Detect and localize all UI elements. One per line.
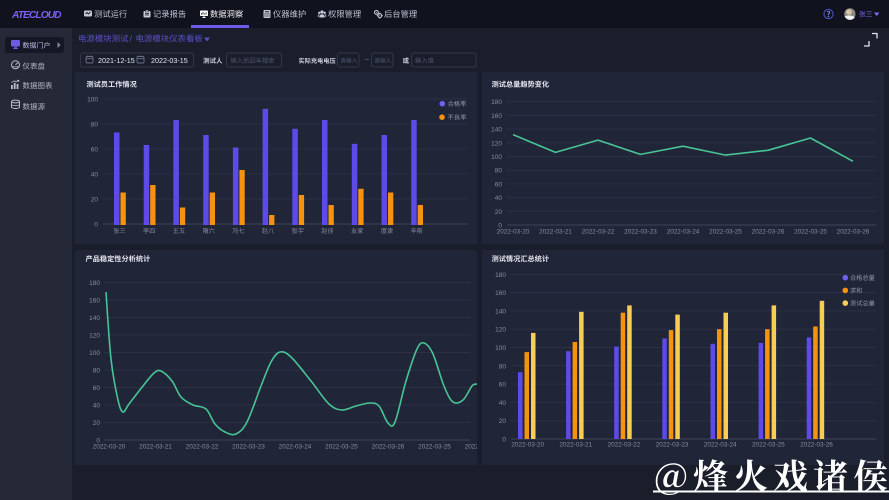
svg-text:~: ~ [365,56,370,65]
svg-text:0: 0 [94,222,98,229]
svg-text:120: 120 [89,333,100,340]
svg-text:100: 100 [495,345,506,352]
svg-text:180: 180 [495,272,506,279]
svg-text:20: 20 [499,418,507,425]
svg-text:0: 0 [502,437,506,444]
svg-text:40: 40 [499,400,507,407]
svg-text:60: 60 [93,385,101,392]
svg-text:2022-03-21: 2022-03-21 [539,229,572,236]
svg-text:2022-03-26: 2022-03-26 [372,444,405,451]
svg-text:60: 60 [91,147,99,154]
svg-text:60: 60 [495,181,503,188]
svg-text:180: 180 [89,280,100,287]
svg-text:2022-03-23: 2022-03-23 [232,444,265,451]
svg-text:40: 40 [91,172,99,179]
svg-text:2021-12-15: 2021-12-15 [98,56,135,65]
svg-text:0: 0 [96,438,100,445]
svg-text:140: 140 [495,308,506,315]
svg-text:2022-03-24: 2022-03-24 [704,442,737,449]
svg-text:80: 80 [495,168,503,175]
svg-text:2022-03-25: 2022-03-25 [752,442,785,449]
svg-text:100: 100 [89,350,100,357]
svg-text:2022-03-25: 2022-03-25 [325,444,358,451]
svg-text:2022-03-26: 2022-03-26 [465,444,498,451]
svg-text:140: 140 [89,315,100,322]
svg-text:2022-03-23: 2022-03-23 [624,229,657,236]
svg-text:20: 20 [93,420,101,427]
svg-text:40: 40 [93,403,101,410]
svg-text:160: 160 [491,113,502,120]
svg-text:0: 0 [498,223,502,230]
svg-text:2022-03-20: 2022-03-20 [93,444,126,451]
svg-text:140: 140 [491,127,502,134]
svg-text:120: 120 [491,140,502,147]
svg-text:2022-03-15: 2022-03-15 [151,56,188,65]
svg-text:100: 100 [491,154,502,161]
svg-text:2022-03-26: 2022-03-26 [800,442,833,449]
svg-text:80: 80 [93,368,101,375]
svg-text:ATECLOUD: ATECLOUD [11,10,62,21]
svg-text:2022-03-20: 2022-03-20 [511,442,544,449]
svg-text:2022-03-21: 2022-03-21 [139,444,172,451]
svg-text:2022-03-26: 2022-03-26 [837,229,870,236]
svg-text:2022-03-23: 2022-03-23 [656,442,689,449]
svg-text:2022-03-21: 2022-03-21 [559,442,592,449]
svg-text:100: 100 [87,97,98,104]
svg-text:2022-03-22: 2022-03-22 [186,444,219,451]
svg-text:2022-03-24: 2022-03-24 [279,444,312,451]
svg-text:2022-03-20: 2022-03-20 [497,229,530,236]
svg-text:2022-03-25: 2022-03-25 [794,229,827,236]
svg-text:120: 120 [495,327,506,334]
svg-text:2022-03-25: 2022-03-25 [709,229,742,236]
svg-text:2022-03-25: 2022-03-25 [418,444,451,451]
svg-text:20: 20 [495,209,503,216]
svg-text:80: 80 [91,122,99,129]
svg-text:2022-03-24: 2022-03-24 [667,229,700,236]
svg-text:/: / [130,34,133,44]
svg-text:80: 80 [499,363,507,370]
svg-text:2022-03-22: 2022-03-22 [608,442,641,449]
svg-text:2022-03-22: 2022-03-22 [582,229,615,236]
svg-text:180: 180 [491,99,502,106]
svg-text:60: 60 [499,382,507,389]
svg-text:160: 160 [495,290,506,297]
svg-text:20: 20 [91,197,99,204]
svg-text:160: 160 [89,298,100,305]
svg-text:2022-03-26: 2022-03-26 [752,229,785,236]
svg-text:40: 40 [495,195,503,202]
